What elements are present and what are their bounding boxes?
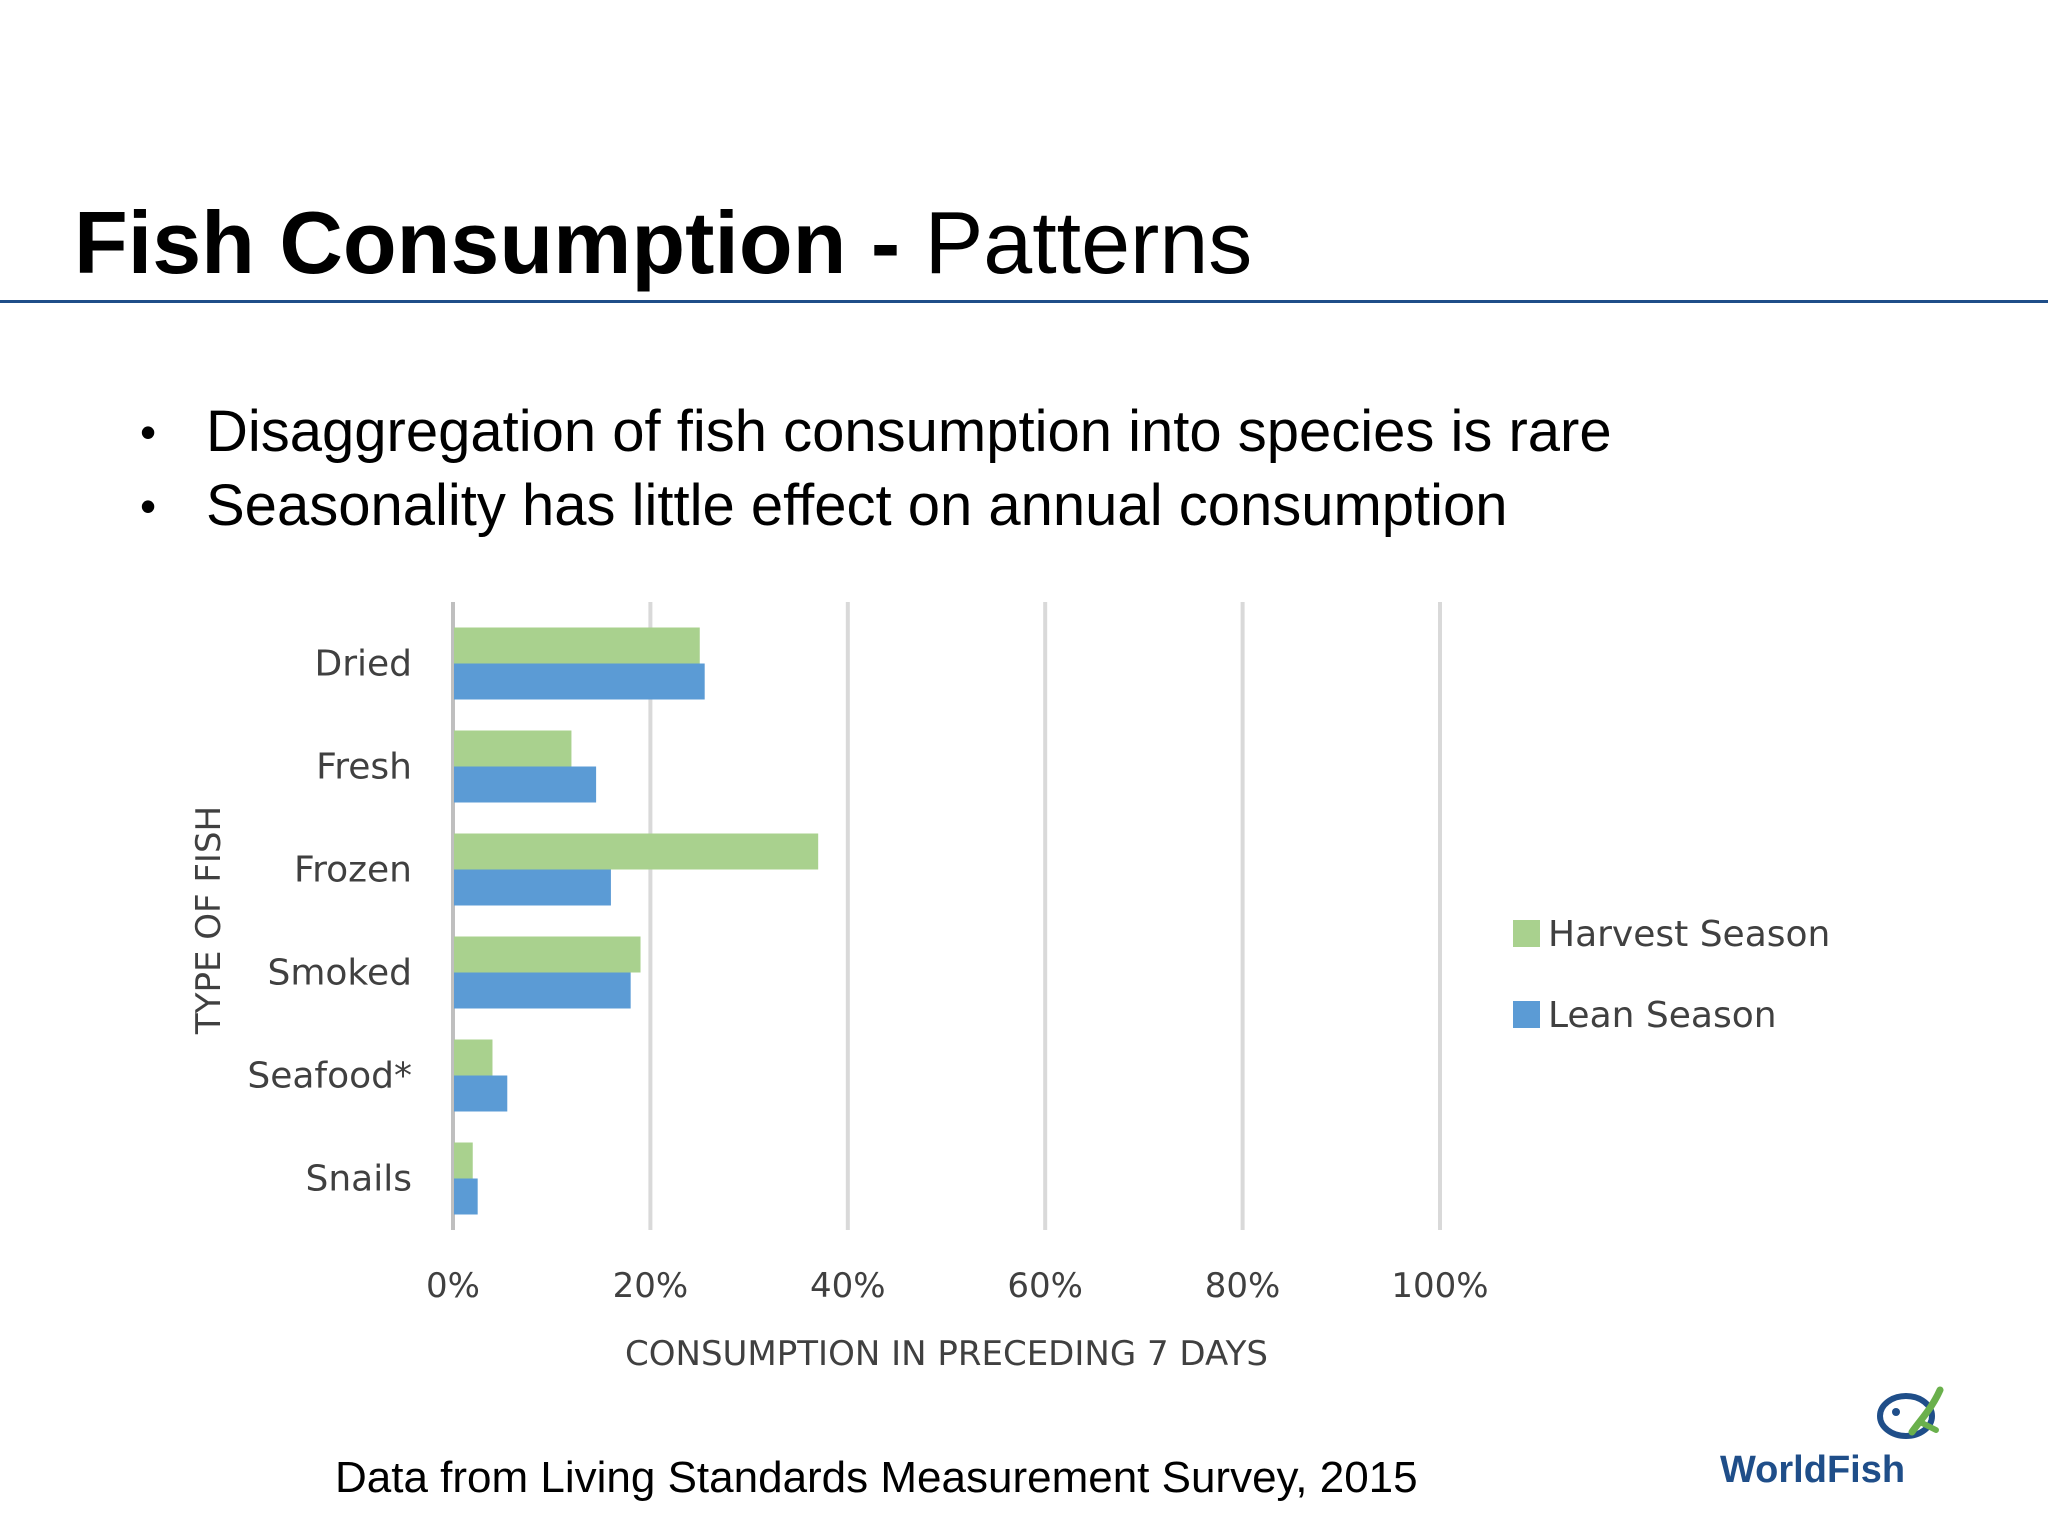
bullet-icon: •: [140, 406, 157, 458]
slide-title: Fish Consumption - Patterns: [74, 188, 1252, 298]
x-tick-label: 80%: [1205, 1266, 1281, 1306]
y-axis-title: TYPE OF FISH: [189, 806, 229, 1035]
slide-title-regular: Patterns: [924, 193, 1253, 292]
category-label: Fresh: [316, 747, 412, 788]
category-label: Frozen: [294, 850, 412, 891]
fish-logo-icon: [1877, 1386, 1944, 1439]
bar-lean-season: [454, 1178, 478, 1215]
legend-swatch: [1513, 1001, 1540, 1028]
title-divider: [0, 300, 2048, 303]
bar-lean-season: [454, 972, 631, 1009]
category-label: Dried: [314, 644, 412, 685]
bar-chart: 0% 20% 40% 60% 80% 100% Dried Fresh Frozen Smoked…: [189, 602, 1830, 1374]
bullet-item: • Seasonality has little effect on annual…: [140, 469, 1612, 543]
bar-harvest-season: [454, 936, 641, 973]
bullet-list: • Disaggregation of fish consumption into…: [140, 395, 1612, 543]
category-label: Seafood*: [247, 1056, 412, 1097]
bullet-text: Disaggregation of fish consumption into …: [206, 399, 1612, 464]
x-tick-label: 60%: [1007, 1266, 1083, 1306]
bar-lean-season: [454, 663, 705, 700]
bar-harvest-season: [454, 730, 572, 767]
x-tick-label: 100%: [1391, 1266, 1488, 1306]
bar-harvest-season: [454, 627, 700, 664]
bar-lean-season: [454, 766, 597, 803]
category-label: Smoked: [267, 953, 412, 994]
legend-label: Lean Season: [1548, 995, 1777, 1036]
worldfish-logo: WorldFish: [1720, 1386, 1944, 1488]
bullet-item: • Disaggregation of fish consumption into…: [140, 395, 1612, 469]
bar-harvest-season: [454, 833, 819, 870]
legend-swatch: [1513, 920, 1540, 947]
slide-title-bold: Fish Consumption -: [74, 193, 901, 292]
bullet-text: Seasonality has little effect on annual …: [206, 473, 1508, 538]
x-tick-label: 0%: [426, 1266, 480, 1306]
bullet-icon: •: [140, 480, 157, 532]
x-axis-title: CONSUMPTION IN PRECEDING 7 DAYS: [625, 1334, 1268, 1374]
bar-lean-season: [454, 1075, 508, 1112]
category-label: Snails: [306, 1159, 413, 1200]
legend-label: Harvest Season: [1548, 914, 1830, 955]
bar-harvest-season: [454, 1142, 473, 1179]
logo-wordmark: WorldFish: [1720, 1449, 1905, 1488]
bar-harvest-season: [454, 1039, 493, 1076]
bar-lean-season: [454, 869, 611, 906]
source-note: Data from Living Standards Measurement S…: [335, 1453, 1418, 1502]
x-tick-label: 40%: [810, 1266, 886, 1306]
x-tick-label: 20%: [613, 1266, 689, 1306]
